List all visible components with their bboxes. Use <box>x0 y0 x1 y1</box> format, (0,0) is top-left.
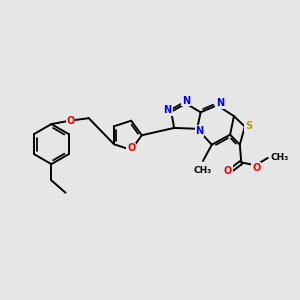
Text: N: N <box>216 98 224 108</box>
Text: N: N <box>195 126 203 136</box>
Text: S: S <box>245 122 252 131</box>
Text: N: N <box>182 95 190 106</box>
Text: N: N <box>164 105 172 115</box>
Text: O: O <box>224 166 232 176</box>
Text: O: O <box>127 143 135 153</box>
Text: CH₃: CH₃ <box>270 153 288 162</box>
Text: O: O <box>252 163 260 173</box>
Text: O: O <box>66 116 75 126</box>
Text: CH₃: CH₃ <box>194 166 212 175</box>
